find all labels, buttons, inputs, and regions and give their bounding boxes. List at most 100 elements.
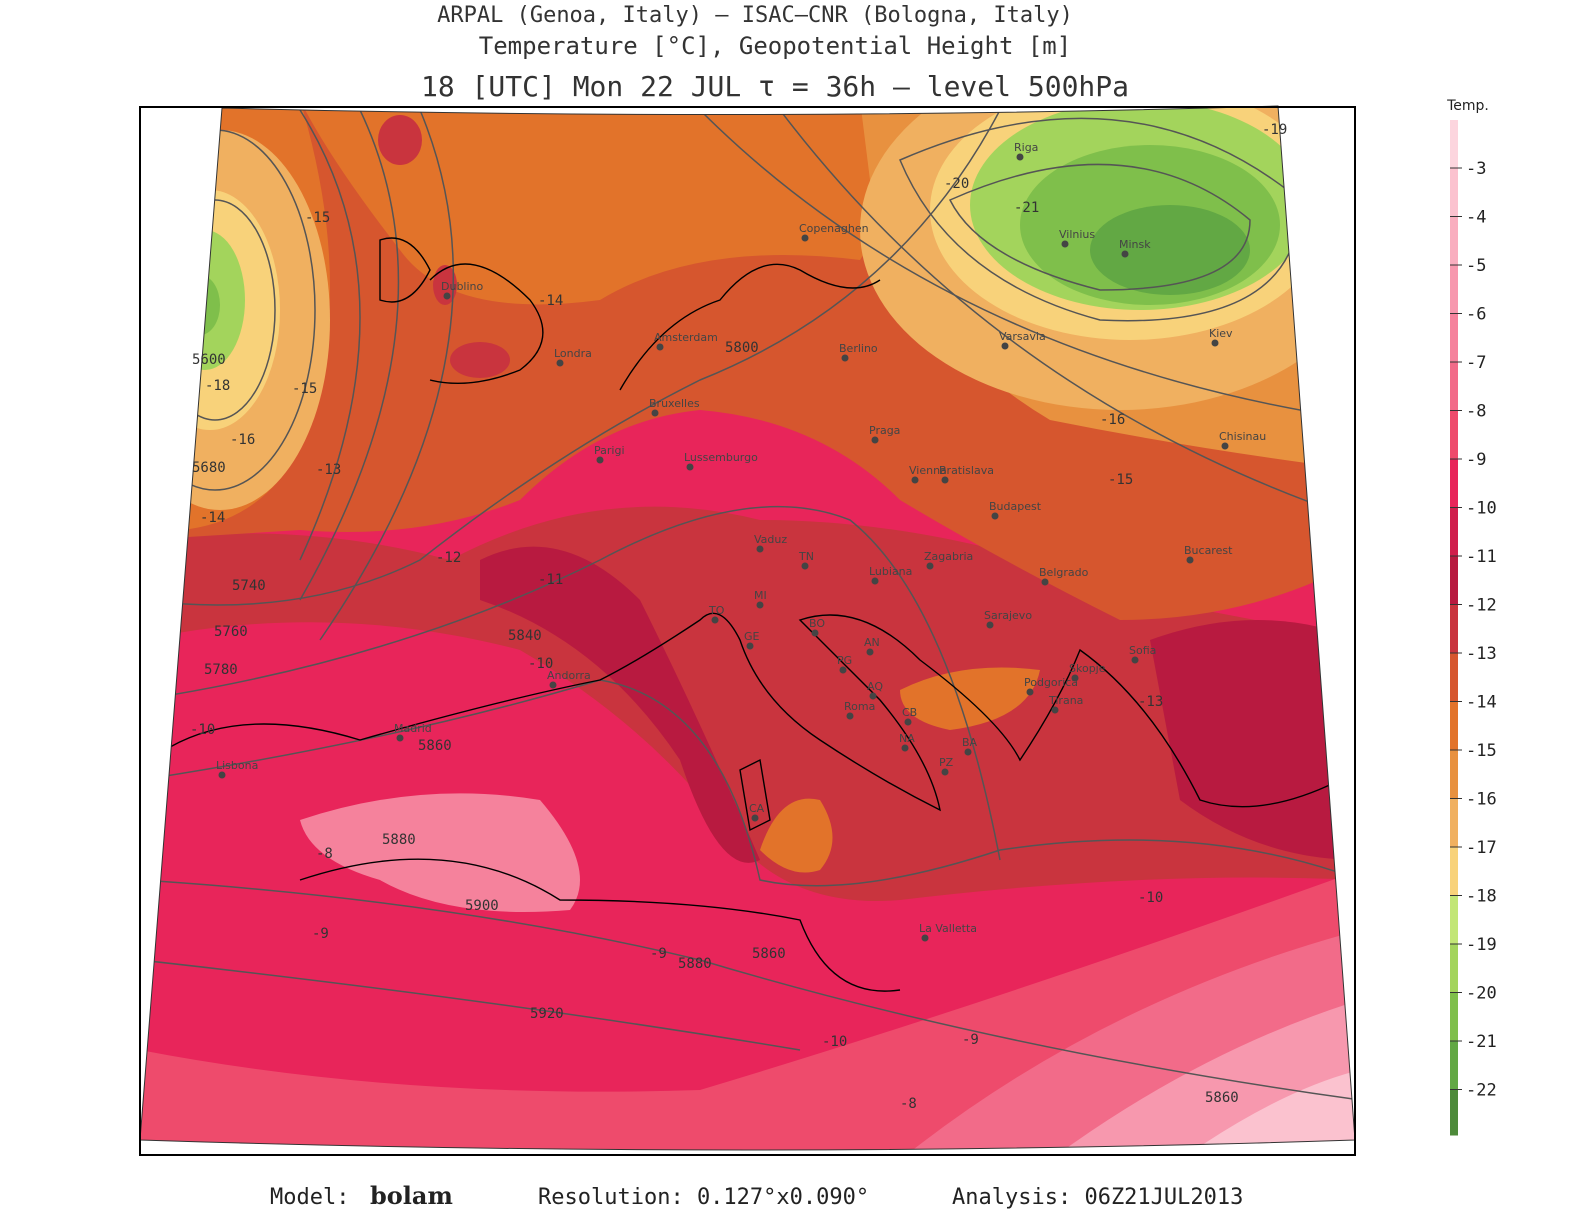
city-label: Zagabria bbox=[924, 550, 973, 563]
city-dot bbox=[218, 771, 226, 779]
city-label: Bruxelles bbox=[649, 397, 700, 410]
contour-label: -10 bbox=[528, 656, 553, 672]
colorbar-title: Temp. bbox=[1446, 98, 1489, 114]
city-label: Copenaghen bbox=[799, 222, 869, 235]
city-label: Skopje bbox=[1069, 662, 1106, 675]
colorbar-tick-label: -10 bbox=[1466, 499, 1497, 519]
city-label: Kiev bbox=[1209, 327, 1233, 340]
city-dot bbox=[746, 642, 754, 650]
contour-label: -9 bbox=[962, 1032, 979, 1048]
contour-label: -15 bbox=[1108, 472, 1133, 488]
contour-label: 5860 bbox=[752, 946, 786, 962]
city-dot bbox=[926, 562, 934, 570]
colorbar-swatch bbox=[1450, 265, 1458, 314]
colorbar-swatch bbox=[1450, 120, 1458, 168]
city-dot bbox=[941, 476, 949, 484]
city-label: La Valletta bbox=[919, 922, 977, 935]
colorbar-swatch bbox=[1450, 701, 1458, 750]
contour-label: -12 bbox=[436, 550, 461, 566]
colorbar-tick-label: -9 bbox=[1466, 450, 1486, 470]
contour-label: 5920 bbox=[530, 1006, 564, 1022]
city-dot bbox=[1221, 442, 1229, 450]
city-label: Riga bbox=[1014, 141, 1038, 154]
contour-label: -15 bbox=[292, 381, 317, 397]
city-label: Amsterdam bbox=[654, 331, 718, 344]
city-label: Lisbona bbox=[216, 759, 258, 772]
colorbar-swatch bbox=[1450, 410, 1458, 459]
city-label: Tirana bbox=[1048, 694, 1083, 707]
contour-label: 5840 bbox=[508, 628, 542, 644]
city-label: TN bbox=[798, 550, 814, 563]
colorbar-swatch bbox=[1450, 216, 1458, 265]
colorbar-swatch bbox=[1450, 1089, 1458, 1136]
contour-label: -13 bbox=[1138, 694, 1163, 710]
contour-label: -14 bbox=[200, 510, 225, 526]
city-label: Londra bbox=[554, 347, 592, 360]
colorbar-swatch bbox=[1450, 895, 1458, 944]
city-dot bbox=[941, 768, 949, 776]
colorbar: -3 -4 -5 -6 -7 -8 -9 -10 -11 -12 -13 -14 -15 -16 -17 -1… bbox=[1450, 120, 1497, 1136]
contour-label: 5680 bbox=[192, 460, 226, 476]
contour-label: 5780 bbox=[204, 662, 238, 678]
contour-label: -15 bbox=[305, 210, 330, 226]
city-dot bbox=[556, 359, 564, 367]
colorbar-swatch bbox=[1450, 1041, 1458, 1090]
contour-label: -21 bbox=[1014, 200, 1039, 216]
contour-label: -8 bbox=[900, 1096, 917, 1112]
map-frame bbox=[139, 106, 1356, 1156]
map-edge bbox=[139, 105, 1356, 1151]
city-label: Belgrado bbox=[1039, 566, 1089, 579]
colorbar-tick-label: -5 bbox=[1466, 256, 1486, 276]
colorbar-swatch bbox=[1450, 313, 1458, 362]
city-label: Lussemburgo bbox=[684, 451, 758, 464]
colorbar-tick-label: -8 bbox=[1466, 402, 1486, 422]
colorbar-tick-label: -16 bbox=[1466, 790, 1497, 810]
city-label: MI bbox=[754, 589, 767, 602]
city-label: Chisinau bbox=[1219, 430, 1266, 443]
contour-label: -13 bbox=[316, 462, 341, 478]
city-dot bbox=[756, 545, 764, 553]
contour-label: 5900 bbox=[465, 898, 499, 914]
contour-label: -9 bbox=[650, 946, 667, 962]
colorbar-tick-label: -4 bbox=[1466, 208, 1486, 228]
city-dot bbox=[1071, 674, 1079, 682]
colorbar-tick-label: -19 bbox=[1466, 935, 1497, 955]
city-label: Varsavia bbox=[999, 330, 1046, 343]
contour-label: -20 bbox=[944, 176, 969, 192]
city-label: BA bbox=[962, 736, 978, 749]
city-label: Minsk bbox=[1119, 238, 1151, 251]
city-label: Sofia bbox=[1129, 644, 1156, 657]
colorbar-tick-label: -20 bbox=[1466, 984, 1497, 1004]
city-dot bbox=[596, 456, 604, 464]
colorbar-swatch bbox=[1450, 798, 1458, 847]
city-dot bbox=[396, 734, 404, 742]
city-dot bbox=[443, 292, 451, 300]
city-dot bbox=[1051, 706, 1059, 714]
city-dot bbox=[1061, 240, 1069, 248]
city-dot bbox=[869, 692, 877, 700]
colorbar-tick-label: -6 bbox=[1466, 305, 1486, 325]
city-dot bbox=[656, 343, 664, 351]
city-label: Bratislava bbox=[939, 464, 994, 477]
colorbar-swatch bbox=[1450, 459, 1458, 508]
colorbar-tick-label: -14 bbox=[1466, 693, 1497, 713]
contour-label: 5880 bbox=[678, 956, 712, 972]
contour-label: -14 bbox=[538, 293, 563, 309]
city-label: Madrid bbox=[394, 722, 432, 735]
header-line1: ARPAL (Genoa, Italy) — ISAC–CNR (Bologna… bbox=[437, 3, 1073, 28]
city-label: NA bbox=[899, 732, 915, 745]
city-dot bbox=[756, 601, 764, 609]
city-dot bbox=[1001, 342, 1009, 350]
city-dot bbox=[1131, 656, 1139, 664]
header-line3: 18 [UTC] Mon 22 JUL τ = 36h — level 500h… bbox=[421, 70, 1129, 103]
contour-label: -16 bbox=[230, 432, 255, 448]
city-dot bbox=[871, 436, 879, 444]
footer-model-label: Model: bbox=[270, 1185, 349, 1210]
city-label: Andorra bbox=[547, 669, 591, 682]
city-dot bbox=[549, 681, 557, 689]
city-dot bbox=[1121, 250, 1129, 258]
colorbar-swatch bbox=[1450, 604, 1458, 653]
colorbar-tick-label: -21 bbox=[1466, 1032, 1497, 1052]
footer-model: bolam bbox=[370, 1181, 453, 1210]
city-dot bbox=[1041, 578, 1049, 586]
